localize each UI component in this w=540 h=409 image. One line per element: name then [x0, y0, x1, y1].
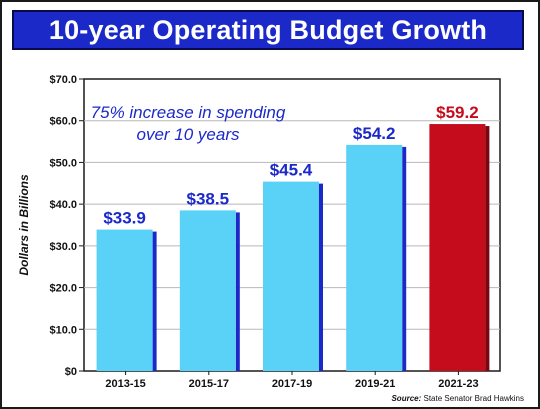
x-tick-label: 2015-17 — [189, 378, 229, 390]
bar — [429, 124, 486, 372]
data-label: $45.4 — [270, 161, 313, 180]
source-text: State Senator Brad Hawkins — [423, 394, 525, 403]
bar-shadow — [485, 126, 490, 372]
chart-title: 10-year Operating Budget Growth — [48, 14, 488, 45]
annotation-line-2: over 10 years — [137, 125, 240, 144]
bar-shadow — [152, 231, 157, 371]
x-tick-label: 2017-19 — [272, 378, 312, 390]
data-label: $59.2 — [436, 103, 479, 122]
y-tick-label: $0 — [65, 366, 77, 378]
bar — [96, 229, 153, 371]
y-tick-label: $30.0 — [49, 241, 77, 253]
y-axis-label: Dollars in Billions — [17, 174, 31, 276]
bar — [179, 210, 236, 371]
y-tick-label: $40.0 — [49, 199, 77, 211]
data-label: $33.9 — [103, 209, 146, 228]
title-bar: 10-year Operating Budget Growth — [12, 10, 524, 50]
y-tick-label: $70.0 — [49, 74, 77, 86]
bar-shadow — [235, 212, 240, 371]
source-label: Source: — [391, 394, 422, 403]
y-tick-label: $50.0 — [49, 157, 77, 169]
data-label: $38.5 — [187, 189, 230, 208]
bar — [346, 144, 403, 371]
data-label: $54.2 — [353, 124, 396, 143]
x-tick-label: 2019-21 — [355, 378, 395, 390]
bar — [263, 181, 319, 371]
annotation-line-1: 75% increase in spending — [91, 103, 286, 122]
y-tick-label: $60.0 — [49, 116, 77, 128]
x-tick-label: 2021-23 — [438, 378, 478, 390]
source-credit: Source: State Senator Brad Hawkins — [391, 394, 524, 403]
y-tick-label: $20.0 — [49, 283, 77, 295]
x-tick-label: 2013-15 — [105, 378, 145, 390]
y-tick-label: $10.0 — [49, 324, 77, 336]
bar-shadow — [319, 183, 323, 371]
bar-shadow — [402, 146, 407, 371]
